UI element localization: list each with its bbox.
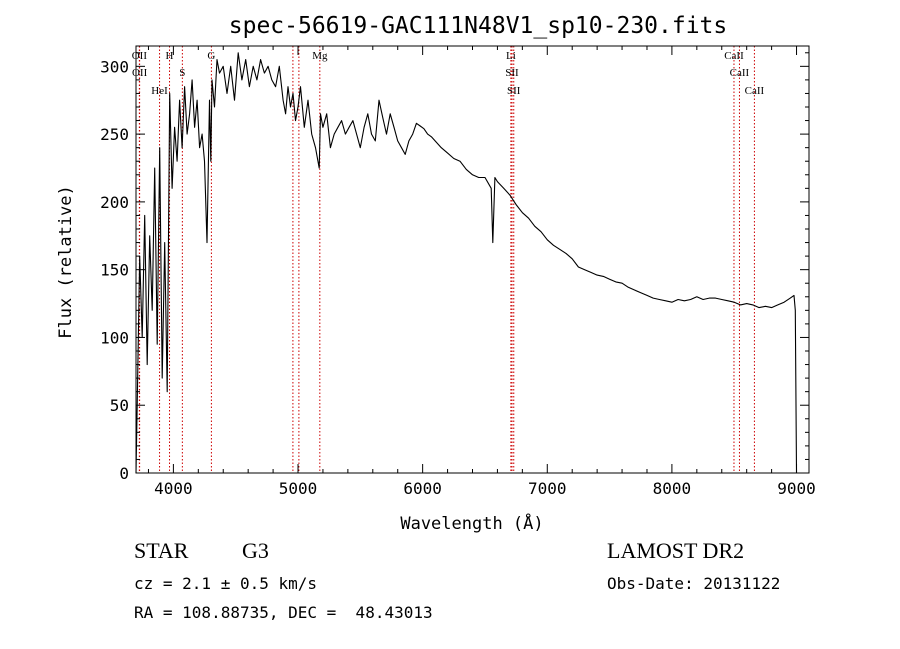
plot-frame xyxy=(135,45,810,474)
y-axis-label: Flux (relative) xyxy=(56,185,76,339)
line-marker-label: OII xyxy=(132,67,148,79)
line-marker-label: CaII xyxy=(745,85,765,97)
y-tick-label: 100 xyxy=(100,328,129,347)
x-tick-label: 7000 xyxy=(528,479,567,498)
axis-tick-group: 4000 5000 6000 7000 8000 9000 0 50 100 150 200 250 3… xyxy=(100,46,816,498)
line-marker-label: Li xyxy=(506,50,516,62)
survey-label: LAMOST DR2 xyxy=(607,538,745,563)
y-tick-label: 200 xyxy=(100,193,129,212)
series-group xyxy=(135,52,798,474)
line-marker-label: HeI xyxy=(151,85,168,97)
chart-title: spec-56619-GAC111N48V1_sp10-230.fits xyxy=(229,13,728,39)
line-marker-label: S xyxy=(179,67,185,79)
object-type: STAR xyxy=(134,538,189,563)
line-marker-label: SII xyxy=(507,85,521,97)
line-marker-label: CaII xyxy=(730,67,750,79)
line-marker-label: CaII xyxy=(724,50,744,62)
line-marker-group xyxy=(138,46,755,473)
cz-value: cz = 2.1 ± 0.5 km/s xyxy=(134,574,318,593)
obs-date: Obs-Date: 20131122 xyxy=(607,574,781,593)
y-tick-label: 150 xyxy=(100,261,129,280)
x-tick-label: 9000 xyxy=(777,479,816,498)
y-tick-label: 250 xyxy=(100,125,129,144)
spectrum-line xyxy=(135,52,798,474)
x-tick-label: 6000 xyxy=(403,479,442,498)
line-marker-label: Mg xyxy=(312,50,328,62)
coordinates: RA = 108.88735, DEC = 48.43013 xyxy=(134,603,433,622)
line-marker-label: G xyxy=(207,50,215,62)
y-tick-label: 0 xyxy=(119,464,129,483)
line-marker-label: H xyxy=(166,50,174,62)
x-tick-label: 4000 xyxy=(154,479,193,498)
x-tick-label: 8000 xyxy=(653,479,692,498)
x-axis-label: Wavelength (Å) xyxy=(400,512,543,534)
line-marker-label: SII xyxy=(505,67,519,79)
y-tick-label: 50 xyxy=(110,396,129,415)
y-tick-label: 300 xyxy=(100,57,129,76)
line-marker-label: OII xyxy=(132,50,148,62)
x-tick-label: 5000 xyxy=(279,479,318,498)
object-subclass: G3 xyxy=(242,538,269,563)
